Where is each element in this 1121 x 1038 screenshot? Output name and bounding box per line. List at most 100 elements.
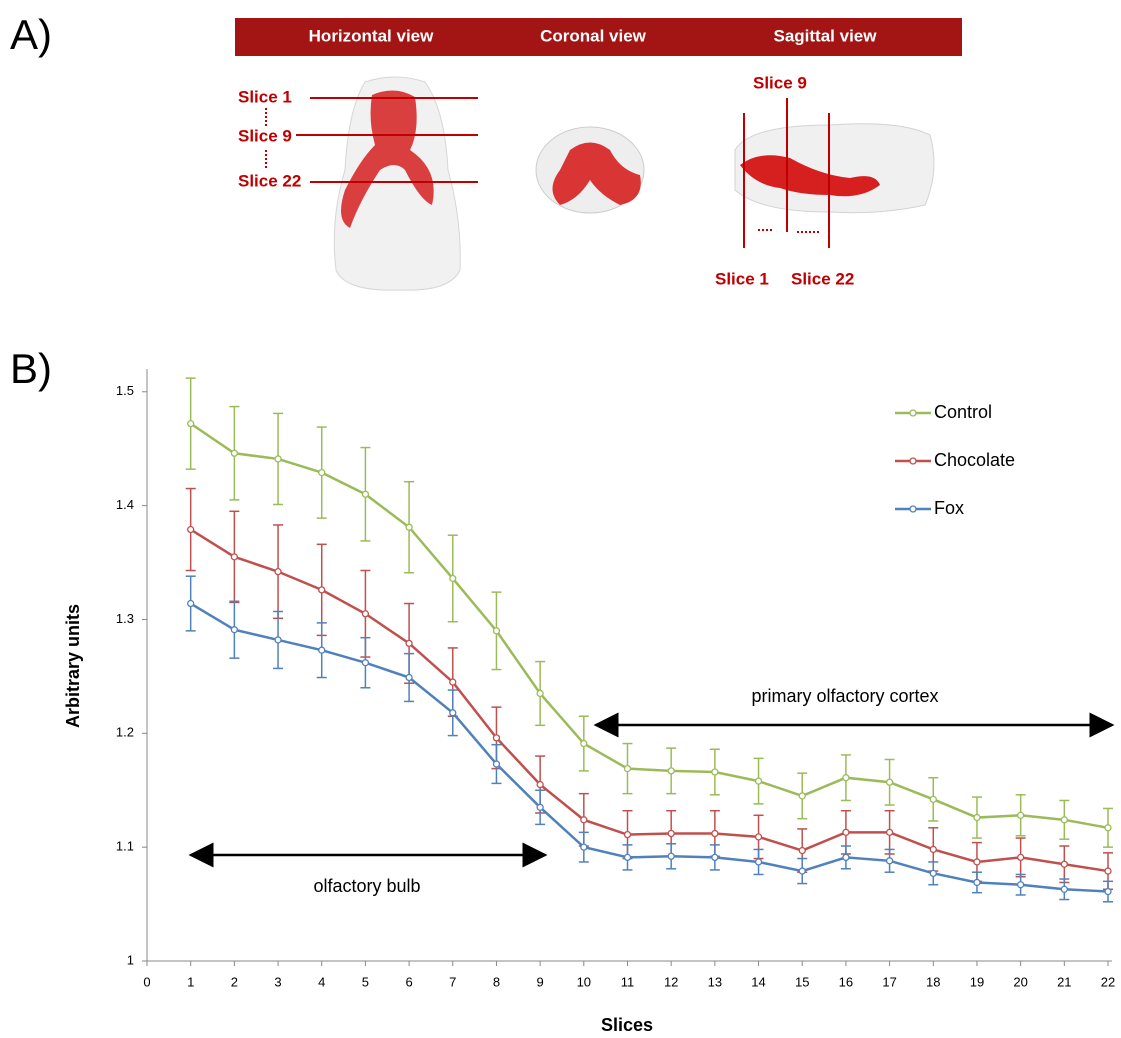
point xyxy=(667,852,675,860)
point xyxy=(492,734,501,742)
y-tick-label: 1.3 xyxy=(116,611,134,626)
legend-label: Control xyxy=(934,402,992,422)
point xyxy=(973,878,981,887)
x-tick-label: 4 xyxy=(318,974,325,989)
point xyxy=(492,627,501,635)
point xyxy=(449,709,457,717)
slice-label: Slice 9 xyxy=(753,73,807,92)
point xyxy=(318,646,326,654)
point xyxy=(623,853,632,862)
point xyxy=(929,869,937,877)
point xyxy=(798,792,806,800)
point xyxy=(187,525,195,534)
x-tick-label: 14 xyxy=(751,974,765,989)
legend-marker xyxy=(909,505,917,513)
point xyxy=(667,767,675,775)
point xyxy=(885,778,894,786)
x-tick-label: 0 xyxy=(143,974,150,989)
x-tick-label: 19 xyxy=(970,974,984,989)
panel-label: B) xyxy=(10,345,52,392)
point xyxy=(754,858,763,866)
series-line xyxy=(190,528,1109,873)
point xyxy=(318,586,326,594)
point xyxy=(754,833,763,841)
point xyxy=(623,764,632,773)
sagittal-brain xyxy=(734,123,935,214)
x-tick-label: 20 xyxy=(1013,974,1027,989)
x-tick-label: 12 xyxy=(664,974,678,989)
slice-label: Slice 22 xyxy=(238,171,301,190)
point xyxy=(929,795,937,803)
point xyxy=(1016,853,1025,862)
slice-label: Slice 1 xyxy=(715,269,769,288)
y-axis-title: Arbitrary units xyxy=(63,604,83,728)
point xyxy=(973,858,981,866)
point xyxy=(580,843,588,851)
point xyxy=(929,845,937,854)
point xyxy=(842,774,850,782)
point xyxy=(885,828,894,837)
x-tick-label: 22 xyxy=(1101,974,1115,989)
point xyxy=(842,853,850,862)
x-tick-label: 7 xyxy=(449,974,456,989)
point xyxy=(230,449,239,457)
point xyxy=(274,455,282,463)
x-axis-title: Slices xyxy=(601,1015,653,1035)
point xyxy=(449,574,457,583)
horizontal-brain xyxy=(333,76,461,291)
point xyxy=(492,760,501,768)
point xyxy=(536,689,544,698)
point xyxy=(667,829,675,838)
point xyxy=(623,830,632,839)
legend-marker xyxy=(909,409,917,417)
x-tick-label: 9 xyxy=(537,974,544,989)
point xyxy=(580,816,588,824)
y-tick-label: 1.2 xyxy=(116,725,134,740)
x-tick-label: 13 xyxy=(708,974,722,989)
point xyxy=(361,490,370,498)
point xyxy=(536,803,544,811)
point xyxy=(1104,867,1112,875)
y-tick-label: 1.1 xyxy=(116,839,134,854)
point xyxy=(1016,811,1025,819)
point xyxy=(405,673,413,682)
point xyxy=(361,610,370,618)
x-tick-label: 2 xyxy=(231,974,238,989)
series-line xyxy=(189,422,1109,830)
point xyxy=(405,639,413,648)
point xyxy=(274,636,282,644)
point xyxy=(187,599,195,608)
point xyxy=(711,853,719,862)
panel-label: A) xyxy=(10,11,52,58)
view-title: Horizontal view xyxy=(309,26,434,45)
x-tick-label: 6 xyxy=(405,974,412,989)
x-tick-label: 3 xyxy=(274,974,281,989)
point xyxy=(274,567,282,576)
y-tick-label: 1.5 xyxy=(116,383,134,398)
point xyxy=(187,419,195,428)
x-tick-label: 5 xyxy=(362,974,369,989)
point xyxy=(1104,824,1112,832)
point xyxy=(361,659,370,667)
x-tick-label: 11 xyxy=(621,974,635,989)
point xyxy=(798,867,806,875)
x-tick-label: 17 xyxy=(882,974,896,989)
slice-label: Slice 1 xyxy=(238,87,292,106)
point xyxy=(711,829,719,838)
header-bar xyxy=(235,18,962,56)
view-title: Coronal view xyxy=(540,26,647,45)
point xyxy=(798,846,806,855)
legend-label: Fox xyxy=(934,498,964,518)
y-tick-label: 1 xyxy=(127,952,134,967)
point xyxy=(711,768,719,776)
slice-label: Slice 22 xyxy=(791,269,854,288)
series-line xyxy=(190,602,1109,893)
point xyxy=(318,468,326,477)
y-tick-label: 1.4 xyxy=(116,497,134,512)
x-tick-label: 18 xyxy=(926,974,940,989)
x-tick-label: 1 xyxy=(187,974,194,989)
annotation: primary olfactory cortex xyxy=(751,686,938,706)
point xyxy=(754,777,763,785)
point xyxy=(230,553,239,561)
